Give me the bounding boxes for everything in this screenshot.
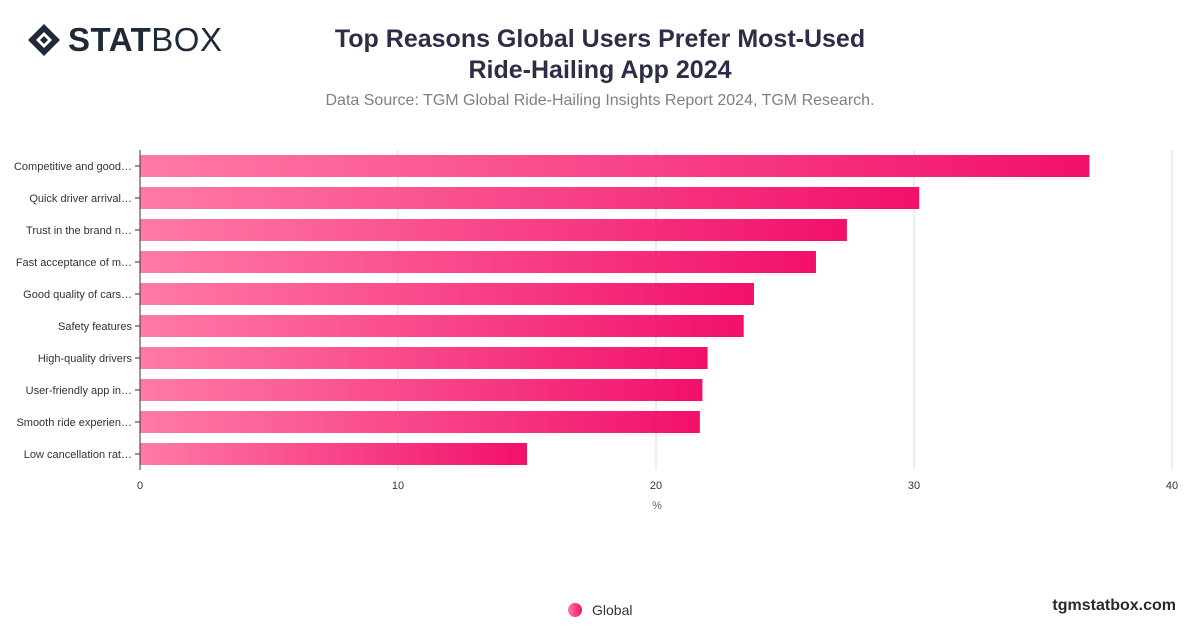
bar[interactable] xyxy=(140,443,528,465)
x-tick-label: 40 xyxy=(1166,480,1178,492)
bar[interactable] xyxy=(140,379,703,401)
bar[interactable] xyxy=(140,155,1090,177)
chart-subtitle: Data Source: TGM Global Ride-Hailing Ins… xyxy=(325,92,875,109)
category-labels: Competitive and good… Quick driver arriva… xyxy=(14,161,140,461)
bar[interactable] xyxy=(140,187,920,209)
bar[interactable] xyxy=(140,251,816,273)
chart-title-line-2: Ride-Hailing App 2024 xyxy=(468,56,732,84)
x-tick-label: 0 xyxy=(137,480,143,492)
bar[interactable] xyxy=(140,347,708,369)
category-label: Smooth ride experien… xyxy=(16,417,132,429)
statbox-logo: STATBOX xyxy=(26,22,222,58)
bars xyxy=(140,155,1090,465)
chart-title-line-1: Top Reasons Global Users Prefer Most-Use… xyxy=(334,25,866,53)
category-label: High-quality drivers xyxy=(38,353,133,365)
bar[interactable] xyxy=(140,315,744,337)
x-axis-ticks: 0 10 20 30 40 xyxy=(137,480,1178,492)
bar[interactable] xyxy=(140,411,700,433)
x-tick-label: 30 xyxy=(908,480,920,492)
category-label: Good quality of cars… xyxy=(23,289,132,301)
category-label: Fast acceptance of m… xyxy=(16,257,132,269)
legend[interactable]: Global xyxy=(568,602,632,618)
chart-title: Top Reasons Global Users Prefer Most-Use… xyxy=(300,24,900,86)
category-label: Safety features xyxy=(58,321,132,333)
x-axis-label: % xyxy=(652,500,662,512)
category-label: Quick driver arrival… xyxy=(29,193,132,205)
category-label: Low cancellation rat… xyxy=(24,449,132,461)
category-label: User-friendly app in… xyxy=(26,385,132,397)
legend-label-global: Global xyxy=(592,602,633,618)
statbox-wordmark: STATBOX xyxy=(68,21,223,58)
footer-site-link[interactable]: tgmstatbox.com xyxy=(1052,597,1176,614)
category-label: Trust in the brand n… xyxy=(26,225,132,237)
category-label: Competitive and good… xyxy=(14,161,132,173)
legend-marker-global xyxy=(568,603,582,617)
bar[interactable] xyxy=(140,283,755,305)
statbox-diamond-icon xyxy=(28,24,60,56)
x-tick-label: 10 xyxy=(392,480,404,492)
bar[interactable] xyxy=(140,219,847,241)
x-tick-label: 20 xyxy=(650,480,662,492)
